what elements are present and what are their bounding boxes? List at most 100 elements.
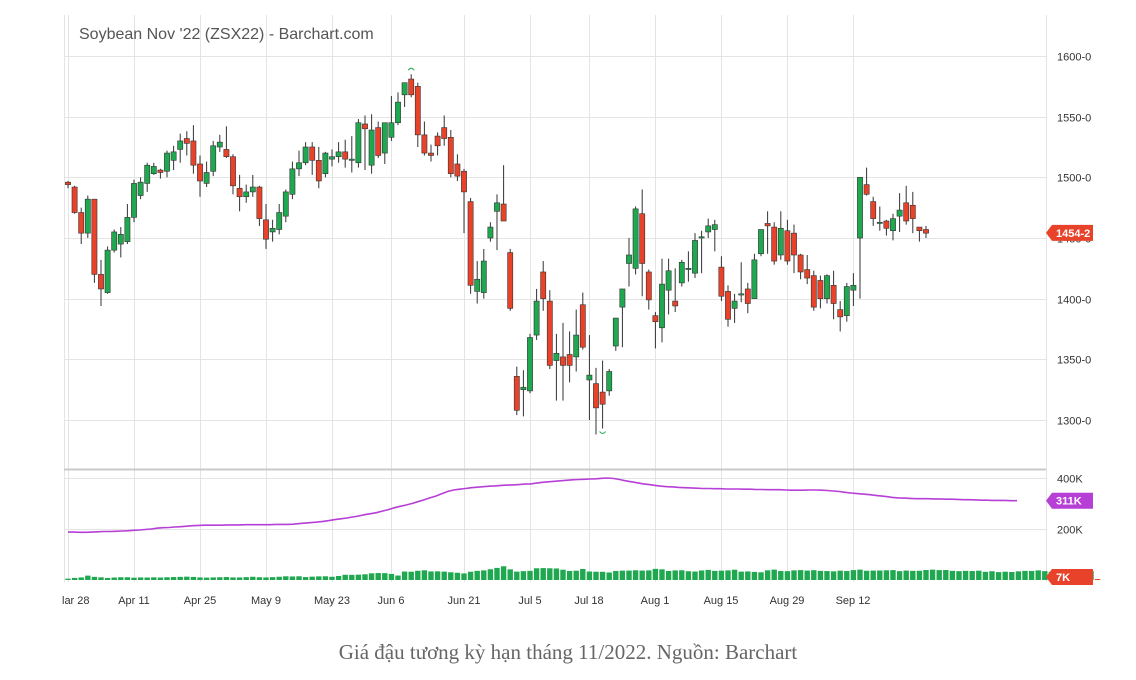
candle-body [857,177,863,239]
volume-bar [632,570,639,580]
volume-bar [1028,570,1035,580]
candle-body [659,283,665,329]
volume-bar [745,571,751,580]
volume-series [65,566,1101,580]
high-low-markers [407,67,606,434]
volume-bar [65,578,71,580]
volume-bar [131,577,137,580]
candle-body [329,156,335,160]
volume-bar [1035,570,1041,580]
volume-bar [514,571,520,580]
candle-body [863,184,870,195]
volume-bar [599,571,606,580]
candle-body [513,376,520,411]
volume-bar [890,570,896,580]
barchart-figure: Soybean Nov '22 (ZSX22) - Barchart.com 1… [62,15,1101,607]
volume-bar [329,576,335,580]
candle-body [751,259,758,299]
volume-bar [481,570,487,580]
volume-bar [118,577,124,580]
candle-body [665,270,672,291]
volume-bar [738,571,744,580]
volume-bar [309,576,315,580]
date-tick-label: Aug 29 [770,595,805,607]
volume-bar [362,574,368,580]
volume-bar [784,571,791,580]
volume-bar [322,576,329,580]
candle-body [619,288,626,308]
candle-body [441,127,448,139]
volume-bar [692,571,698,580]
candle-body [678,261,685,284]
volume-bar [824,571,830,580]
volume-badge-label: 7K [1056,572,1070,584]
candle-body [414,86,421,136]
candle-body [797,254,804,273]
candle-body [612,317,619,347]
value-badges: 1454-2 311K 7K [1046,224,1093,585]
candle-body [804,269,811,279]
candle-body [322,152,329,174]
volume-bar [540,568,546,580]
candle-body [632,208,639,269]
volume-bar [388,573,395,580]
volume-bar [137,577,144,580]
volume-bar [302,577,309,580]
candle-body [236,187,243,198]
candle-body [164,152,170,172]
volume-bar [883,570,890,580]
candle-body [685,268,692,270]
price-tick-label: 1400-0 [1057,295,1091,307]
candle-body [876,221,883,224]
candle-body [243,191,250,198]
candle-body [586,374,593,381]
volume-bar [250,576,256,580]
candle-body [401,82,408,96]
candle-body [744,288,751,304]
candle-body [830,285,837,304]
open-interest-series [68,477,1017,534]
candle-body [771,226,778,262]
volume-bar [474,570,480,580]
candle-body [249,186,256,193]
volume-bar [395,575,401,580]
volume-bar [500,566,507,580]
candle-body [447,136,454,174]
volume-bar [672,570,678,580]
volume-bar [995,572,1002,580]
volume-bar [467,571,474,580]
candle-body [84,198,91,234]
volume-bar [428,571,434,580]
volume-bar [850,570,857,580]
volume-bar [448,572,454,580]
candle-body [355,122,362,164]
volume-bar [1022,570,1028,580]
candle-body [144,164,151,184]
candle-body [216,141,223,148]
candle-body [718,266,725,297]
candle-body [487,226,494,239]
volume-bar [527,570,533,580]
candle-body [78,212,85,234]
volume-bar [778,571,784,580]
candle-body [870,201,877,219]
volume-bar [817,570,824,580]
volume-bar [956,571,962,580]
candle-body [203,172,210,184]
candle-body [289,168,296,195]
volume-bar [124,577,131,580]
candle-body [91,198,98,275]
price-tick-label: 1600-0 [1057,52,1091,64]
volume-bar [923,570,929,580]
candle-body [731,300,738,309]
volume-bar [903,570,909,580]
volume-bar [283,576,289,580]
volume-bar [243,577,249,580]
open-interest-line [68,477,1017,534]
candle-body [263,219,269,240]
volume-bar [566,570,573,580]
candle-body [190,140,197,166]
volume-bar [85,575,91,580]
volume-bar [916,570,923,580]
candle-body [520,386,527,390]
